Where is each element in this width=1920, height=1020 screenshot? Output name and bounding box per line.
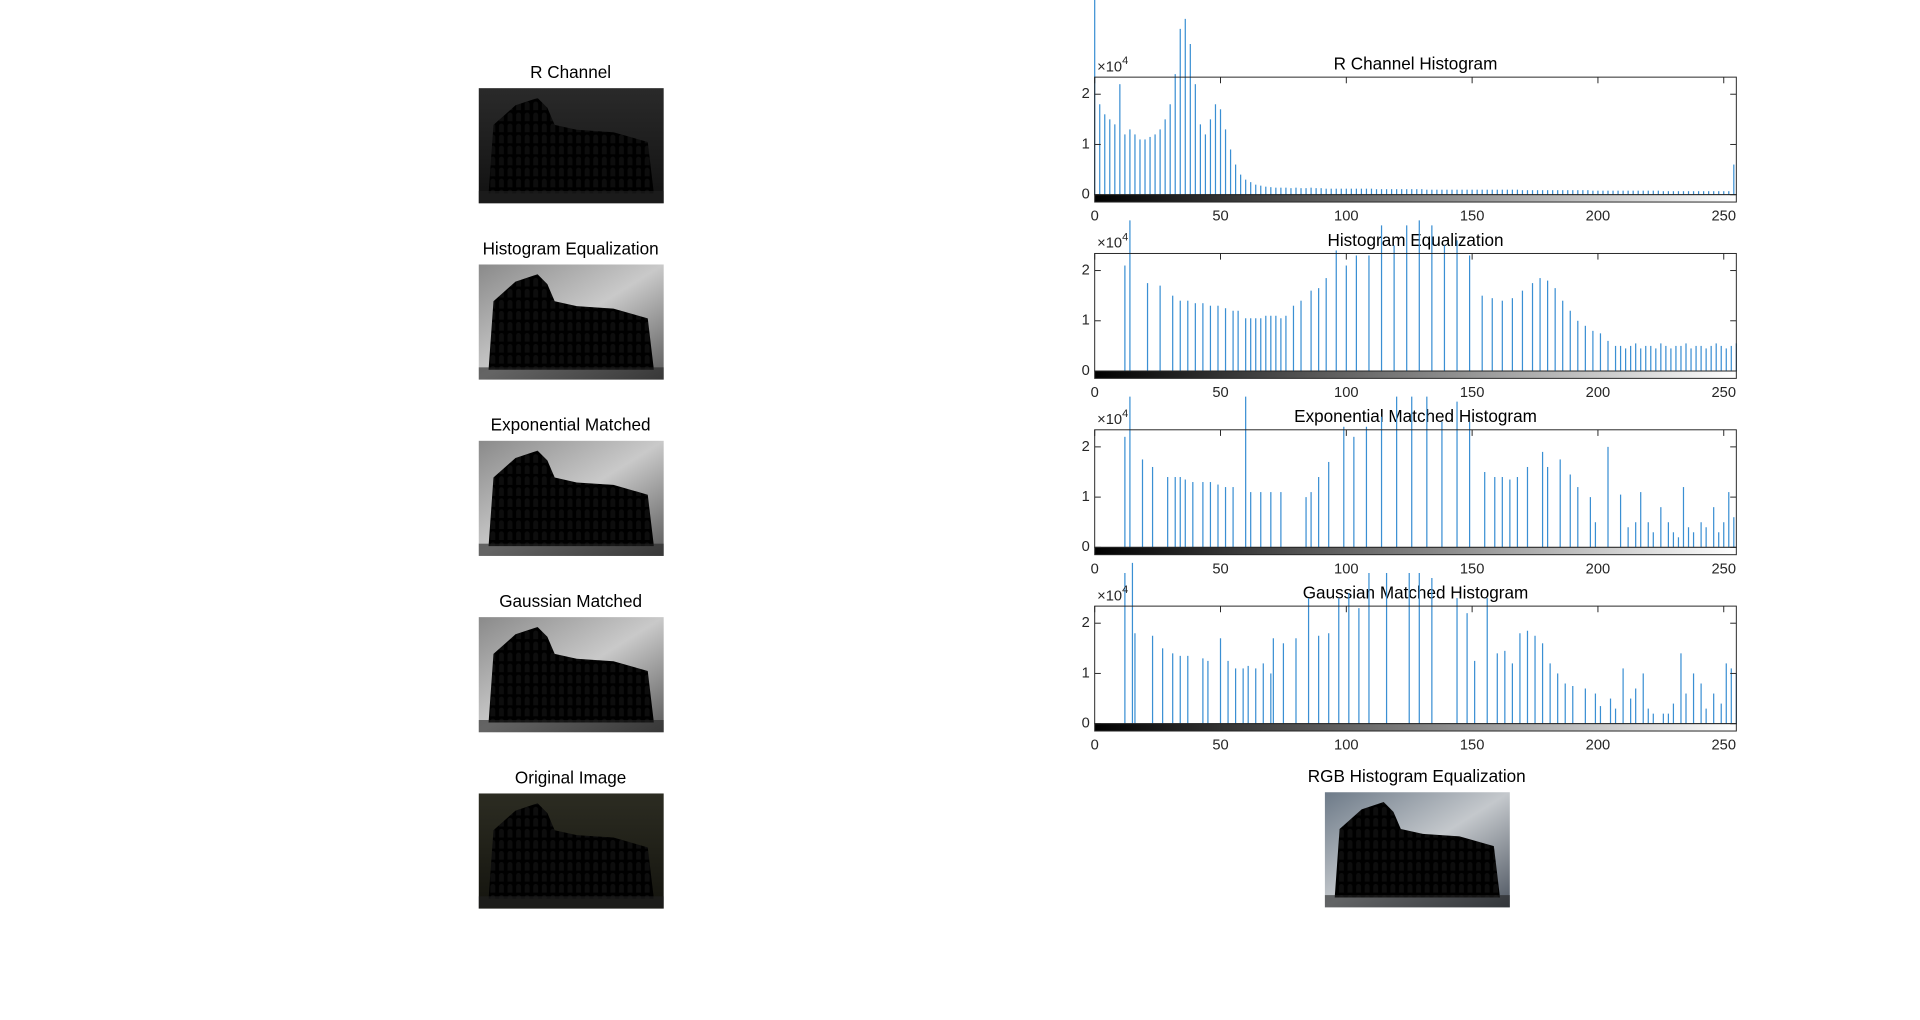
x-tick-label: 100	[1334, 385, 1359, 401]
y-tick-label: 0	[1082, 716, 1090, 732]
ground	[478, 191, 664, 204]
y-exponent-power: 4	[1122, 231, 1128, 243]
plots: R Channel Histogram Equalization Exponenti…	[478, 0, 1737, 909]
x-tick-label: 50	[1212, 561, 1228, 577]
x-tick-label: 150	[1460, 209, 1485, 225]
y-tick-label: 2	[1082, 615, 1090, 631]
x-tick-label: 100	[1334, 738, 1359, 754]
y-exponent-base: ×10	[1097, 412, 1122, 428]
image	[478, 617, 664, 733]
image-title: Gaussian Matched	[499, 591, 642, 611]
ground	[1324, 895, 1510, 908]
x-tick-label: 150	[1460, 738, 1485, 754]
y-tick-label: 2	[1082, 86, 1090, 102]
y-tick-label: 0	[1082, 187, 1090, 203]
y-tick-label: 1	[1082, 136, 1090, 152]
monument	[1334, 802, 1500, 898]
x-tick-label: 50	[1212, 385, 1228, 401]
histogram: Histogram Equalization 0 1 2 0 50 100 150 200 250…	[1082, 220, 1737, 401]
x-tick-label: 100	[1334, 209, 1359, 225]
colorbar	[1094, 194, 1737, 203]
axes-background	[1094, 429, 1737, 548]
image	[478, 88, 664, 204]
y-exponent-base: ×10	[1097, 588, 1122, 604]
y-exponent-power: 4	[1122, 584, 1128, 596]
monument	[488, 803, 654, 899]
x-tick-label: 200	[1586, 738, 1611, 754]
image-title: Original Image	[515, 767, 626, 787]
x-tick-label: 250	[1711, 561, 1736, 577]
y-exponent-base: ×10	[1097, 236, 1122, 252]
image-title: Histogram Equalization	[483, 238, 659, 258]
chart-title: Histogram Equalization	[1327, 230, 1503, 250]
chart-title: Exponential Matched Histogram	[1294, 406, 1537, 426]
x-tick-label: 0	[1091, 385, 1099, 401]
chart-title: Gaussian Matched Histogram	[1303, 582, 1529, 602]
chart-title: R Channel Histogram	[1334, 53, 1498, 73]
x-tick-label: 50	[1212, 209, 1228, 225]
y-exponent-power: 4	[1122, 55, 1128, 67]
image-title: Exponential Matched	[491, 415, 651, 435]
x-tick-label: 200	[1586, 209, 1611, 225]
axes-background	[1094, 253, 1737, 372]
y-exponent-base: ×10	[1097, 59, 1122, 75]
x-tick-label: 150	[1460, 561, 1485, 577]
image-title: R Channel	[530, 62, 611, 82]
ground	[478, 720, 664, 733]
y-tick-label: 1	[1082, 313, 1090, 329]
x-tick-label: 50	[1212, 738, 1228, 754]
histogram: R Channel Histogram 0 1 2 0 50 100 150 200 250 ×10…	[1082, 0, 1737, 225]
y-tick-label: 0	[1082, 539, 1090, 555]
x-tick-label: 250	[1711, 738, 1736, 754]
y-tick-label: 2	[1082, 439, 1090, 455]
y-tick-label: 0	[1082, 363, 1090, 379]
monument	[488, 97, 654, 194]
monument	[488, 626, 654, 723]
x-tick-label: 0	[1091, 209, 1099, 225]
image	[478, 264, 664, 380]
ground	[478, 367, 664, 380]
monument	[488, 274, 654, 370]
x-tick-label: 200	[1586, 385, 1611, 401]
x-tick-label: 100	[1334, 561, 1359, 577]
y-tick-label: 1	[1082, 489, 1090, 505]
x-tick-label: 0	[1091, 561, 1099, 577]
axes-background	[1094, 606, 1737, 724]
y-exponent: ×104	[1097, 55, 1128, 75]
x-tick-label: 250	[1711, 385, 1736, 401]
x-tick-label: 250	[1711, 209, 1736, 225]
ground	[478, 543, 664, 556]
x-tick-label: 0	[1091, 738, 1099, 754]
colorbar	[1094, 370, 1737, 379]
histogram: Exponential Matched Histogram 0 1 2 0 50 100 15…	[1082, 396, 1737, 577]
histogram: Gaussian Matched Histogram 0 1 2 0 50 100 150 20…	[1082, 562, 1737, 754]
colorbar	[1094, 723, 1737, 732]
y-tick-label: 1	[1082, 665, 1090, 681]
y-exponent: ×104	[1097, 584, 1128, 604]
axes-background	[1094, 77, 1737, 195]
y-exponent-power: 4	[1122, 408, 1128, 420]
image	[1324, 792, 1510, 908]
colorbar	[1094, 546, 1737, 556]
x-tick-label: 200	[1586, 561, 1611, 577]
ground	[478, 896, 664, 909]
monument	[488, 450, 654, 547]
y-exponent: ×104	[1097, 408, 1128, 428]
image	[478, 793, 664, 909]
y-tick-label: 2	[1082, 262, 1090, 278]
image-title: RGB Histogram Equalization	[1308, 766, 1526, 786]
y-exponent: ×104	[1097, 231, 1128, 251]
image	[478, 440, 664, 556]
x-tick-label: 150	[1460, 385, 1485, 401]
